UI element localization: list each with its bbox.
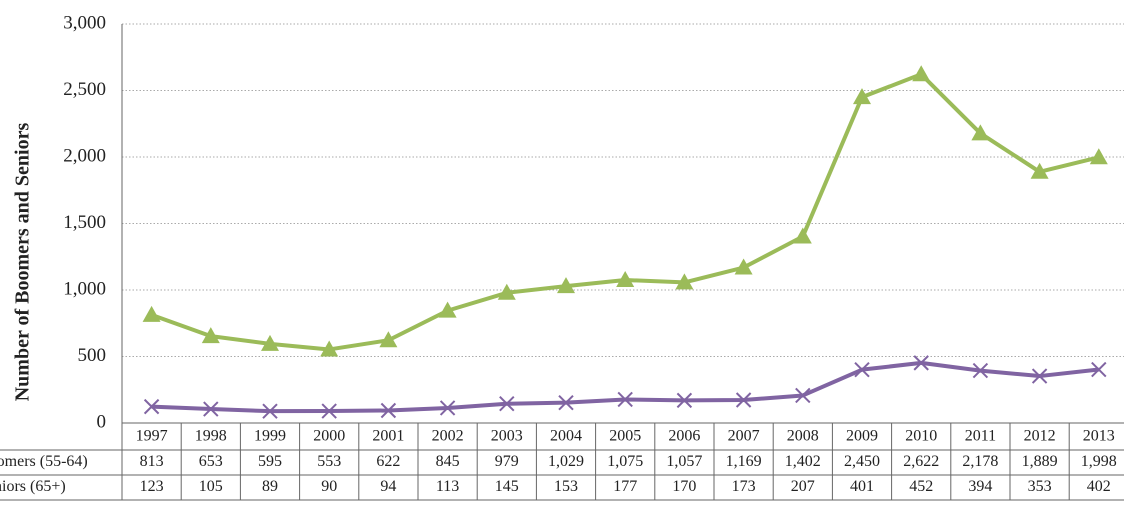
marker — [972, 362, 989, 379]
table-cell: 622 — [376, 453, 400, 470]
marker — [497, 283, 516, 300]
x-tick-label: 2002 — [432, 428, 464, 445]
table-cell: 845 — [436, 453, 460, 470]
table-cell: 90 — [321, 478, 337, 495]
table-cell: 170 — [672, 478, 696, 495]
x-tick-label: 2004 — [550, 428, 582, 445]
marker — [734, 258, 753, 275]
marker — [854, 361, 870, 378]
table-cell: 1,057 — [666, 453, 702, 470]
legend-label: Boomers (55-64) — [0, 453, 88, 470]
x-tick-label: 2001 — [372, 428, 404, 445]
y-tick-label: 1,500 — [63, 212, 106, 233]
marker — [793, 227, 812, 244]
table-cell: 452 — [909, 478, 933, 495]
table-cell: 105 — [199, 478, 223, 495]
table-cell: 813 — [140, 453, 164, 470]
x-tick-label: 2008 — [787, 428, 819, 445]
table-cell: 353 — [1028, 478, 1052, 495]
table-cell: 1,169 — [726, 453, 762, 470]
marker — [558, 394, 574, 411]
marker — [853, 88, 871, 105]
line-series — [150, 72, 1100, 352]
table-cell: 2,622 — [903, 453, 939, 470]
table-cell: 979 — [495, 453, 519, 470]
marker — [971, 124, 990, 141]
marker — [557, 277, 575, 294]
marker — [735, 392, 752, 408]
marker — [616, 271, 635, 288]
marker — [201, 327, 220, 344]
table-cell: 394 — [968, 478, 992, 495]
y-tick-label: 2,500 — [63, 79, 106, 100]
table-cell: 595 — [258, 453, 282, 470]
table-cell: 145 — [495, 478, 519, 495]
x-tick-label: 2012 — [1024, 428, 1056, 445]
y-tick-label: 0 — [97, 411, 107, 432]
table-cell: 1,402 — [785, 453, 821, 470]
x-tick-label: 1997 — [136, 428, 168, 445]
table-cell: 1,998 — [1081, 453, 1117, 470]
marker — [143, 398, 160, 415]
line-series — [151, 360, 1100, 414]
x-tick-label: 2009 — [846, 428, 878, 445]
x-tick-label: 2000 — [313, 428, 345, 445]
table-cell: 207 — [791, 478, 815, 495]
table-cell: 113 — [436, 478, 459, 495]
x-tick-label: 2006 — [668, 428, 700, 445]
y-tick-label: 1,000 — [63, 278, 106, 299]
x-tick-label: 2011 — [965, 428, 996, 445]
y-axis-label: Number of Boomers and Seniors — [12, 123, 34, 402]
table-cell: 402 — [1087, 478, 1111, 495]
marker — [321, 403, 337, 419]
table-cell: 1,075 — [607, 453, 643, 470]
x-tick-label: 1998 — [195, 428, 227, 445]
table-cell: 1,889 — [1022, 453, 1058, 470]
marker — [142, 305, 161, 322]
marker — [320, 340, 339, 357]
table-cell: 94 — [380, 478, 396, 495]
table-cell: 123 — [140, 478, 164, 495]
marker — [795, 387, 811, 404]
x-tick-label: 1999 — [254, 428, 286, 445]
table-cell: 177 — [613, 478, 637, 495]
table-cell: 173 — [732, 478, 756, 495]
x-tick-label: 2005 — [609, 428, 641, 445]
table-cell: 553 — [317, 453, 341, 470]
marker — [262, 403, 278, 419]
table-cell: 2,178 — [962, 453, 998, 470]
y-tick-label: 2,000 — [63, 145, 106, 166]
marker — [913, 355, 929, 371]
x-tick-label: 2007 — [728, 428, 760, 445]
table-cell: 653 — [199, 453, 223, 470]
y-tick-label: 3,000 — [63, 12, 106, 33]
table-cell: 89 — [262, 478, 278, 495]
y-tick-label: 500 — [78, 345, 107, 366]
table-cell: 2,450 — [844, 453, 880, 470]
marker — [261, 334, 279, 351]
table-cell: 401 — [850, 478, 874, 495]
marker — [438, 301, 457, 318]
marker — [1030, 162, 1049, 179]
legend-label: Seniors (65+) — [0, 478, 66, 495]
marker — [380, 402, 397, 419]
x-tick-label: 2013 — [1083, 428, 1115, 445]
marker — [675, 273, 694, 290]
marker — [1089, 148, 1108, 165]
marker — [203, 401, 219, 417]
table-cell: 1,029 — [548, 453, 584, 470]
marker — [617, 391, 633, 408]
marker — [439, 400, 456, 416]
x-tick-label: 2003 — [491, 428, 523, 445]
marker — [499, 396, 515, 412]
table-cell: 153 — [554, 478, 578, 495]
marker — [676, 392, 693, 409]
x-tick-label: 2010 — [905, 428, 937, 445]
marker — [379, 331, 398, 348]
marker — [1091, 361, 1107, 378]
marker — [912, 65, 931, 82]
marker — [1031, 368, 1048, 384]
